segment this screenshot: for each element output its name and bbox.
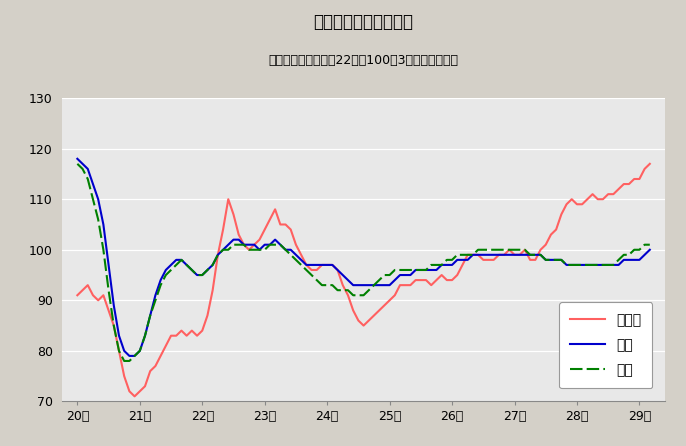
全国: [630, 247, 638, 252]
Line: 中国: 中国: [78, 159, 650, 356]
全国: [224, 247, 233, 252]
Legend: 鳥取県, 中国, 全国: 鳥取県, 中国, 全国: [559, 302, 652, 388]
Text: （季節調整済、平成22年＝100、3ヶ月移動平均）: （季節調整済、平成22年＝100、3ヶ月移動平均）: [269, 54, 458, 66]
全国: [120, 358, 128, 363]
鳥取県: [344, 293, 352, 298]
鳥取県: [130, 394, 139, 399]
中国: [412, 267, 420, 273]
中国: [209, 262, 217, 268]
鳥取県: [412, 277, 420, 283]
全国: [73, 161, 82, 166]
全国: [292, 257, 300, 263]
Text: 鉱工業生産指数の推移: 鉱工業生産指数の推移: [314, 13, 414, 31]
中国: [630, 257, 638, 263]
中国: [344, 277, 352, 283]
中国: [73, 156, 82, 161]
中国: [224, 242, 233, 248]
鳥取県: [646, 161, 654, 166]
Line: 鳥取県: 鳥取県: [78, 164, 650, 396]
鳥取県: [630, 176, 638, 182]
全国: [646, 242, 654, 248]
鳥取県: [292, 242, 300, 248]
中国: [646, 247, 654, 252]
鳥取県: [209, 288, 217, 293]
全国: [209, 262, 217, 268]
鳥取県: [73, 293, 82, 298]
中国: [126, 353, 134, 359]
鳥取県: [224, 197, 233, 202]
中国: [292, 252, 300, 257]
Line: 全国: 全国: [78, 164, 650, 361]
全国: [412, 267, 420, 273]
全国: [344, 288, 352, 293]
